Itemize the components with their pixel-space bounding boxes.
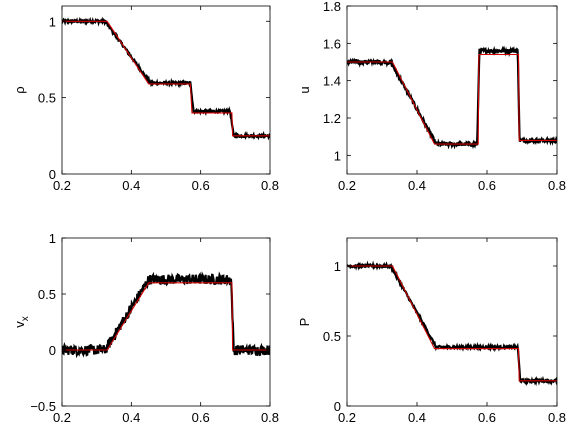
x-tick-label: 0.6 [478,410,496,425]
x-tick-label: 0.2 [53,178,71,193]
y-axis-label: ρ [12,86,27,93]
y-tick-label: 1 [334,259,341,274]
x-tick-label: 0.4 [122,178,140,193]
series-1-points [62,271,270,359]
y-axis-label: u [297,86,312,93]
series-1-points [62,16,270,141]
x-tick-label: 0.8 [261,410,279,425]
y-tick-label: −0.5 [30,399,56,414]
panel-2: 0.2 0.4 0.6 0.8 1 1.2 1.4 1.6 1.8 u [297,0,566,193]
y-tick-label: 1 [334,148,341,163]
y-tick-label: 1.6 [323,36,341,51]
y-axis-label: P [297,318,312,327]
y-tick-label: 0 [49,343,56,358]
y-tick-label: 1.8 [323,0,341,14]
y-tick-label: 0 [334,399,341,414]
plot-frame [61,5,271,175]
y-tick-label: 1.2 [323,111,341,126]
plot-frame [346,237,558,407]
x-tick-label: 0.4 [408,178,426,193]
x-tick-label: 0.4 [408,410,426,425]
x-tick-label: 0.2 [338,410,356,425]
y-tick-label: 0 [49,167,56,182]
x-tick-label: 0.6 [478,178,496,193]
panel-3: 0.2 0.4 0.6 0.8 −0.5 0 0.5 1 vx [12,231,279,425]
panel-1: 0.2 0.4 0.6 0.8 0 0.5 1 ρ [12,5,279,193]
y-axis-label: vx [12,316,31,328]
x-tick-label: 0.6 [192,178,210,193]
y-tick-label: 1 [49,231,56,246]
plot-frame [61,237,271,407]
x-tick-label: 0.4 [122,410,140,425]
y-tick-label: 1.4 [323,74,341,89]
x-tick-label: 0.2 [338,178,356,193]
series-1-points [347,45,557,150]
y-tick-label: 0.5 [323,329,341,344]
y-axis-label-subscript: x [20,316,31,321]
plot-frame [346,5,558,175]
series-2-line [62,282,270,351]
series-2-line [347,53,557,145]
y-tick-label: 1 [49,14,56,29]
y-tick-label: 0.5 [38,91,56,106]
series-2-line [62,20,270,137]
series-2-line [347,265,557,382]
x-tick-label: 0.8 [548,178,566,193]
x-tick-label: 0.6 [192,410,210,425]
x-tick-label: 0.8 [548,410,566,425]
x-tick-label: 0.2 [53,410,71,425]
x-tick-label: 0.8 [261,178,279,193]
series-1-points [347,260,557,387]
panel-4: 0.2 0.4 0.6 0.8 0 0.5 1 P [297,237,566,425]
y-tick-label: 0.5 [38,287,56,302]
